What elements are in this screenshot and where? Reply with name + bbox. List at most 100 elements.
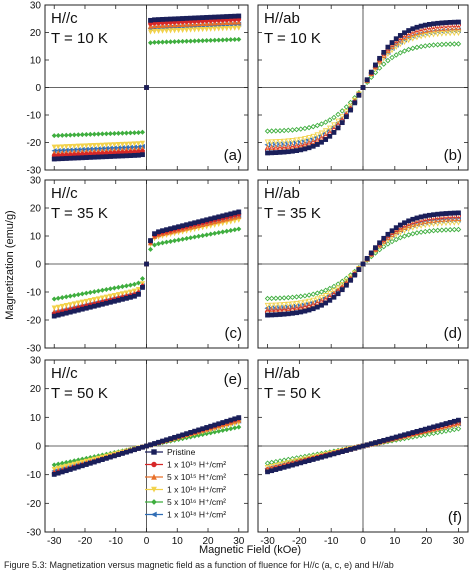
data-point [277, 458, 283, 464]
data-point [335, 118, 341, 125]
data-point [418, 229, 424, 235]
data-point [368, 74, 375, 80]
data-point [443, 20, 449, 26]
data-point [172, 434, 177, 440]
data-point [376, 57, 383, 64]
data-point [123, 141, 130, 147]
data-point [200, 426, 206, 432]
data-point [140, 285, 145, 290]
data-point [298, 126, 304, 132]
data-point [414, 219, 420, 226]
data-point [331, 451, 337, 457]
data-point [314, 304, 320, 310]
data-point [381, 49, 387, 55]
data-point [51, 156, 57, 162]
data-point [281, 127, 287, 134]
data-point [99, 142, 105, 148]
data-point [192, 15, 198, 21]
data-point [331, 122, 337, 129]
data-point [208, 216, 214, 222]
data-point [377, 439, 383, 444]
data-point [163, 22, 170, 28]
legend-marker [151, 461, 157, 468]
data-point [91, 143, 97, 149]
data-point [196, 219, 202, 225]
data-point [168, 16, 173, 22]
data-point [95, 458, 101, 464]
data-point [406, 431, 412, 437]
data-point [335, 125, 341, 131]
data-point [339, 287, 345, 293]
data-point [111, 142, 117, 148]
data-point [426, 32, 433, 39]
data-point [51, 305, 57, 311]
field-orientation-label: H//c [51, 365, 78, 382]
data-point [273, 312, 279, 318]
data-point [116, 452, 121, 458]
data-point [268, 144, 275, 150]
x-axis-title: Magnetic Field (kOe) [199, 544, 301, 556]
data-point [298, 309, 304, 315]
data-point [314, 299, 321, 306]
data-point [132, 153, 137, 158]
data-point [204, 217, 210, 223]
data-point [67, 467, 73, 472]
data-point [356, 444, 362, 450]
data-point [389, 238, 395, 245]
data-point [306, 301, 312, 308]
data-point [430, 26, 437, 32]
data-point [136, 291, 141, 297]
data-point [426, 228, 433, 234]
data-point [431, 424, 436, 430]
data-point [79, 306, 85, 312]
data-point [55, 295, 61, 301]
data-point [376, 65, 383, 71]
data-point [216, 20, 222, 26]
data-point [373, 440, 378, 446]
data-point [91, 289, 97, 295]
data-point [410, 26, 416, 32]
data-point [439, 25, 445, 31]
data-point [204, 37, 210, 44]
data-point [136, 446, 141, 451]
data-point [127, 141, 134, 147]
data-point [343, 109, 350, 115]
data-point [99, 457, 105, 462]
data-point [331, 294, 337, 300]
data-point [95, 154, 101, 160]
data-point [216, 14, 222, 20]
data-point [289, 294, 296, 301]
data-point [212, 14, 218, 20]
data-point [356, 267, 362, 273]
data-point [314, 136, 321, 143]
data-point [327, 452, 333, 458]
data-point [310, 291, 316, 297]
data-point [414, 29, 420, 35]
data-point [410, 430, 416, 435]
data-point [397, 229, 404, 236]
x-tick-label: 20 [202, 536, 214, 547]
data-point [430, 42, 437, 48]
data-point [67, 309, 73, 315]
data-point [277, 312, 283, 317]
data-point [196, 15, 202, 21]
panel-letter: (d) [444, 325, 462, 342]
panel-letter: (a) [224, 147, 242, 164]
data-point [310, 306, 316, 312]
data-point [228, 211, 234, 217]
data-point [414, 44, 420, 51]
data-point [385, 231, 391, 237]
legend-marker [150, 511, 157, 518]
data-point [405, 46, 412, 53]
data-point [281, 302, 287, 308]
data-point [327, 285, 333, 292]
data-point [443, 215, 449, 222]
data-point [184, 15, 190, 21]
data-point [91, 303, 97, 309]
legend-entry: 5 x 10¹⁶ H⁺/cm² [145, 497, 226, 507]
y-tick-label: -20 [27, 499, 42, 510]
data-point [228, 426, 234, 432]
data-point [443, 227, 449, 233]
data-point [401, 48, 408, 54]
data-point [277, 305, 283, 312]
